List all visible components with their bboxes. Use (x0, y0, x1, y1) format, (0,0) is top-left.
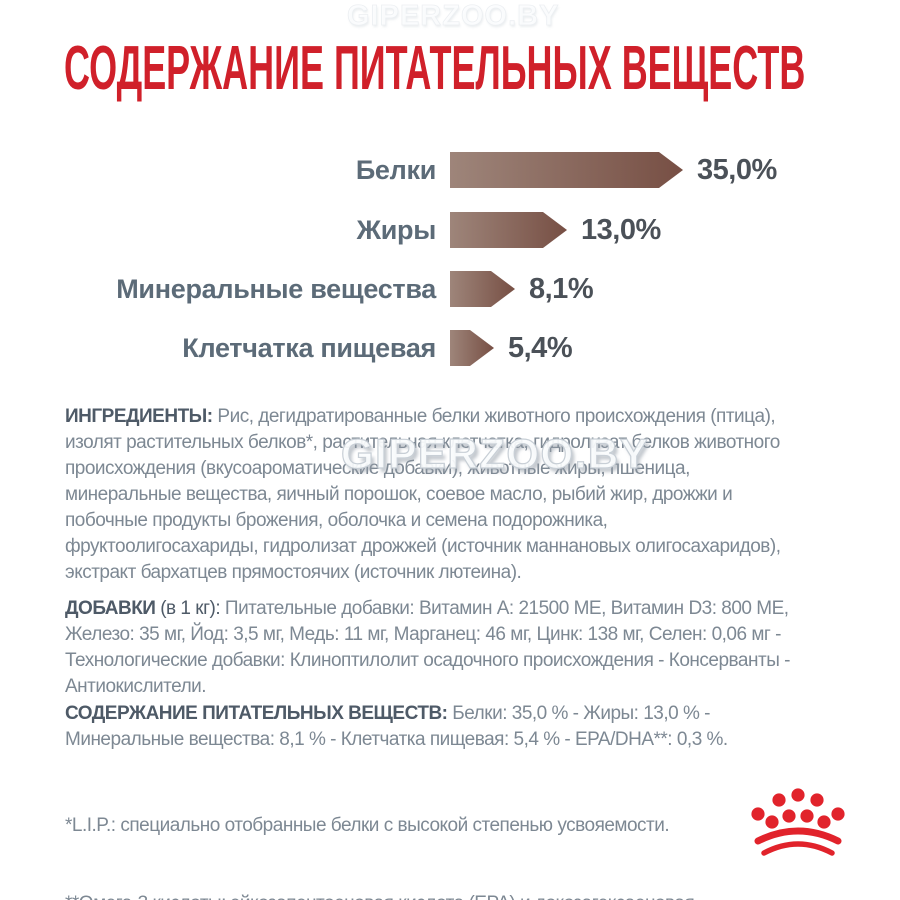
section-additives: ДОБАВКИ (в 1 кг): Питательные добавки: В… (65, 596, 895, 700)
nutrient-bar (450, 271, 515, 307)
nutrient-value: 5,4% (508, 332, 573, 364)
additives-text: Питательные добавки: Витамин A: 21500 МЕ… (65, 598, 790, 697)
ingredients-text: Рис, дегидратированные белки животного п… (65, 406, 781, 583)
nutrient-bar-chart: Белки 35,0% Жиры 13,0% Минеральные вещества 8… (0, 0, 900, 400)
nutrient-bar (450, 330, 494, 366)
footnote-omega3: **Омега-3 кислоты: эйкозапентоеновая кис… (65, 891, 825, 900)
nutrient-label: Белки (355, 155, 436, 185)
additives-heading-suffix: (в 1 кг): (155, 598, 225, 619)
chart-row: Клетчатка пищевая 5,4% (0, 330, 900, 366)
nutrient-value: 35,0% (697, 154, 777, 186)
section-analysis: СОДЕРЖАНИЕ ПИТАТЕЛЬНЫХ ВЕЩЕСТВ: Белки: 3… (65, 701, 895, 753)
chart-row: Минеральные вещества 8,1% (0, 271, 900, 307)
ingredients-heading: ИНГРЕДИЕНТЫ: (65, 406, 218, 427)
footnote-lip: *L.I.P.: специально отобранные белки с в… (65, 815, 670, 836)
nutrient-label: Клетчатка пищевая (182, 333, 436, 363)
nutrient-label: Минеральные вещества (116, 274, 436, 304)
nutrient-bar (450, 152, 683, 188)
chart-row: Жиры 13,0% (0, 212, 900, 248)
section-ingredients: ИНГРЕДИЕНТЫ: Рис, дегидратированные белк… (65, 404, 895, 586)
analysis-heading: СОДЕРЖАНИЕ ПИТАТЕЛЬНЫХ ВЕЩЕСТВ: (65, 703, 453, 724)
nutrient-bar (450, 212, 567, 248)
chart-row: Белки 35,0% (0, 152, 900, 188)
nutrient-value: 8,1% (529, 273, 594, 305)
additives-heading: ДОБАВКИ (65, 598, 156, 619)
nutrient-label: Жиры (356, 215, 437, 245)
nutrient-value: 13,0% (581, 214, 661, 246)
royal-canin-crown-logo (751, 788, 845, 856)
analysis-text: Белки: 35,0 % - Жиры: 13,0 % - Минеральн… (65, 703, 728, 750)
page-title: СОДЕРЖАНИЕ ПИТАТЕЛЬНЫХ ВЕЩЕСТВ (64, 34, 806, 103)
section-footnotes: *L.I.P.: специально отобранные белки с в… (65, 761, 825, 900)
